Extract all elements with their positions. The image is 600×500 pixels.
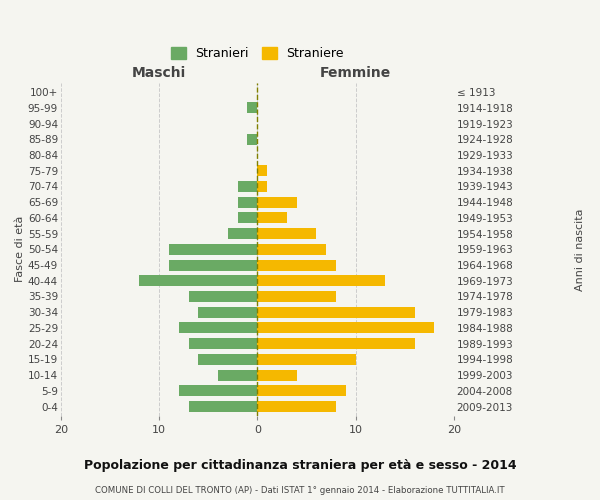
Bar [257, 306, 415, 318]
Text: Femmine: Femmine [320, 66, 391, 80]
Bar [169, 244, 257, 255]
Bar [257, 196, 296, 207]
Bar [257, 181, 267, 192]
Bar [238, 196, 257, 207]
Bar [247, 102, 257, 114]
Text: Maschi: Maschi [132, 66, 186, 80]
Y-axis label: Fasce di età: Fasce di età [15, 216, 25, 282]
Bar [257, 401, 336, 412]
Bar [238, 212, 257, 224]
Bar [257, 212, 287, 224]
Bar [199, 354, 257, 365]
Text: Popolazione per cittadinanza straniera per età e sesso - 2014: Popolazione per cittadinanza straniera p… [83, 460, 517, 472]
Bar [188, 291, 257, 302]
Bar [257, 260, 336, 270]
Bar [188, 338, 257, 349]
Bar [257, 386, 346, 396]
Bar [247, 134, 257, 145]
Legend: Stranieri, Straniere: Stranieri, Straniere [166, 42, 349, 65]
Bar [257, 291, 336, 302]
Y-axis label: Anni di nascita: Anni di nascita [575, 208, 585, 290]
Bar [257, 165, 267, 176]
Bar [139, 276, 257, 286]
Bar [188, 401, 257, 412]
Bar [169, 260, 257, 270]
Bar [238, 181, 257, 192]
Bar [179, 322, 257, 334]
Bar [257, 276, 385, 286]
Bar [257, 370, 296, 380]
Bar [257, 228, 316, 239]
Bar [257, 322, 434, 334]
Bar [218, 370, 257, 380]
Bar [257, 338, 415, 349]
Bar [179, 386, 257, 396]
Bar [257, 244, 326, 255]
Bar [228, 228, 257, 239]
Text: COMUNE DI COLLI DEL TRONTO (AP) - Dati ISTAT 1° gennaio 2014 - Elaborazione TUTT: COMUNE DI COLLI DEL TRONTO (AP) - Dati I… [95, 486, 505, 495]
Bar [199, 306, 257, 318]
Bar [257, 354, 356, 365]
